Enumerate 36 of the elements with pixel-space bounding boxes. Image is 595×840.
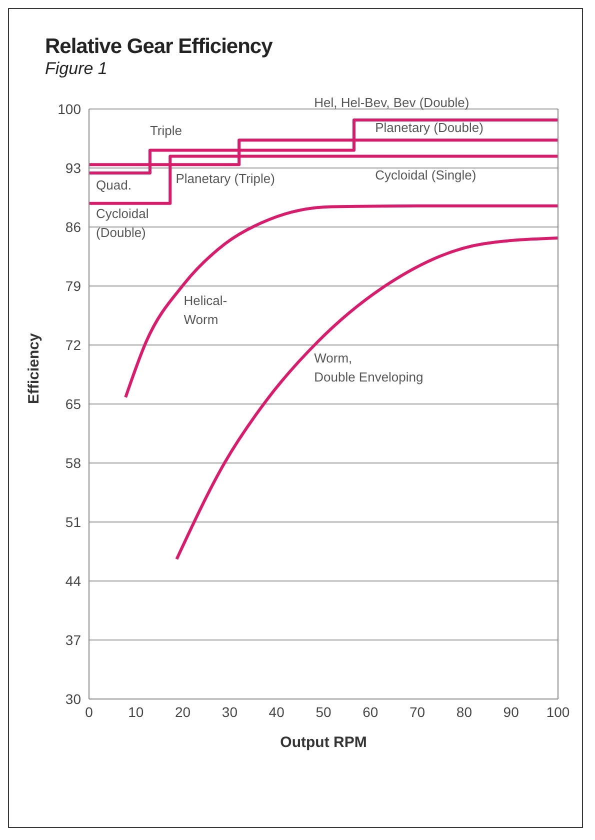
- y-tick-label: 44: [65, 572, 82, 589]
- x-tick-label: 90: [503, 704, 520, 720]
- annotation: Helical- Worm: [184, 293, 228, 328]
- line-series: [175, 236, 558, 561]
- chart-subtitle: Figure 1: [45, 59, 108, 79]
- x-tick-label: 70: [410, 704, 426, 720]
- x-tick-label: 60: [362, 704, 378, 720]
- y-tick-label: 58: [65, 454, 82, 471]
- x-tick-label: 40: [268, 704, 285, 720]
- y-tick-label: 72: [65, 336, 82, 353]
- annotation: Worm, Double Enveloping: [314, 350, 424, 385]
- y-tick-label: 65: [65, 396, 82, 412]
- annotation: Cycloidal (Single): [375, 168, 476, 183]
- annotation: Triple: [150, 123, 182, 138]
- y-tick-label: 37: [65, 632, 82, 648]
- annotation: Quad.: [96, 178, 132, 193]
- annotation: Hel, Hel-Bev, Bev (Double): [314, 95, 470, 110]
- y-tick-label: 93: [65, 160, 82, 176]
- x-tick-label: 80: [456, 704, 472, 720]
- x-tick-label: 20: [175, 704, 191, 720]
- x-tick-label: 50: [316, 704, 332, 720]
- x-tick-label: 30: [222, 704, 238, 720]
- annotation: Planetary (Double): [375, 120, 484, 136]
- y-tick-label: 30: [65, 690, 82, 707]
- y-tick-label: 51: [65, 514, 82, 530]
- x-tick-label: 0: [85, 704, 94, 720]
- x-tick-label: 100: [546, 704, 570, 720]
- y-tick-label: 100: [58, 100, 82, 117]
- y-tick-label: 86: [65, 218, 82, 235]
- y-tick-label: 79: [65, 278, 82, 294]
- x-tick-label: 10: [128, 704, 144, 720]
- annotation: Planetary (Triple): [176, 171, 275, 186]
- x-axis-title: Output RPM: [280, 734, 367, 751]
- annotation: Cycloidal (Double): [96, 206, 149, 241]
- chart-title: Relative Gear Efficiency: [45, 35, 274, 59]
- y-axis-title: Efficiency: [25, 332, 42, 404]
